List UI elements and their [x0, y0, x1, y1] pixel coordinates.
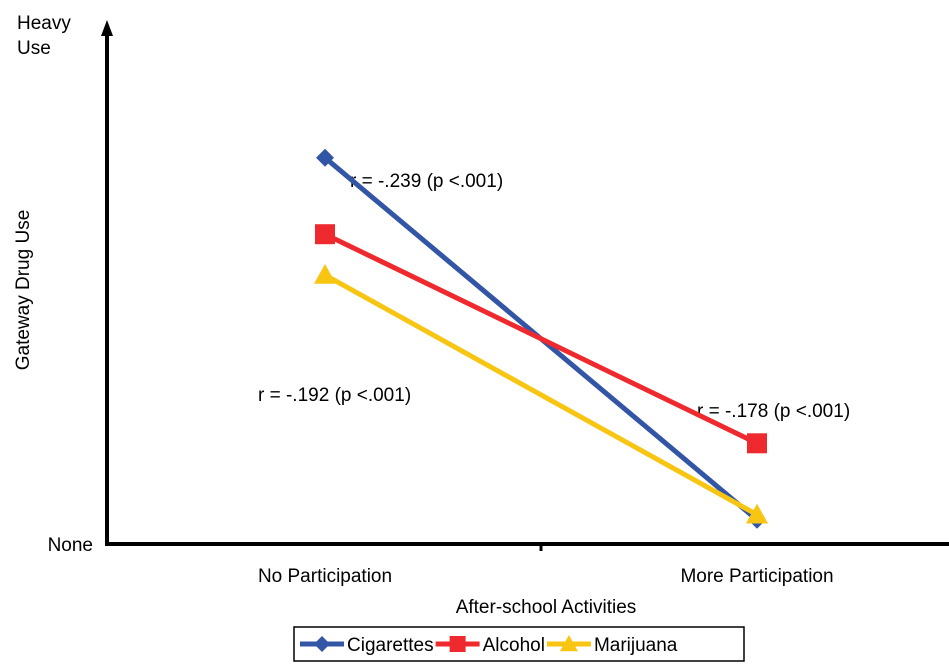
- y-tick-label-bottom: None: [48, 535, 93, 556]
- series-layer: [314, 148, 768, 529]
- legend-marker-cigarettes: [314, 636, 330, 652]
- legend-label-marijuana: Marijuana: [594, 635, 678, 656]
- x-tick-label: No Participation: [258, 566, 392, 587]
- x-axis-label: After-school Activities: [456, 597, 637, 618]
- y-tick-label-top-line2: Use: [17, 38, 51, 59]
- series-line-alcohol: [322, 231, 760, 446]
- data-point-alcohol: [747, 433, 767, 454]
- legend-marker-marijuana: [559, 635, 578, 652]
- legend-label-alcohol: Alcohol: [483, 635, 545, 656]
- data-point-marijuana: [314, 264, 336, 284]
- annotation-alcohol-r: r = -.178 (p <.001): [697, 401, 850, 422]
- annotation-cigarettes-r: r = -.239 (p <.001): [350, 171, 503, 192]
- legend-label-cigarettes: Cigarettes: [347, 635, 434, 656]
- y-tick-label-top-line1: Heavy: [17, 13, 71, 34]
- data-point-alcohol: [315, 224, 335, 245]
- x-tick-label: More Participation: [680, 566, 833, 587]
- y-axis-arrowhead: [101, 20, 113, 36]
- data-point-marijuana: [746, 503, 768, 524]
- legend-marker-alcohol: [449, 636, 466, 652]
- y-axis-label: Gateway Drug Use: [13, 210, 34, 371]
- data-point-cigarettes: [316, 148, 334, 167]
- series-line-marijuana: [322, 272, 760, 518]
- legend-box: [293, 626, 745, 662]
- annotation-marijuana-r: r = -.192 (p <.001): [258, 385, 411, 406]
- legend: Cigarettes Alcohol Marijuana: [293, 626, 745, 662]
